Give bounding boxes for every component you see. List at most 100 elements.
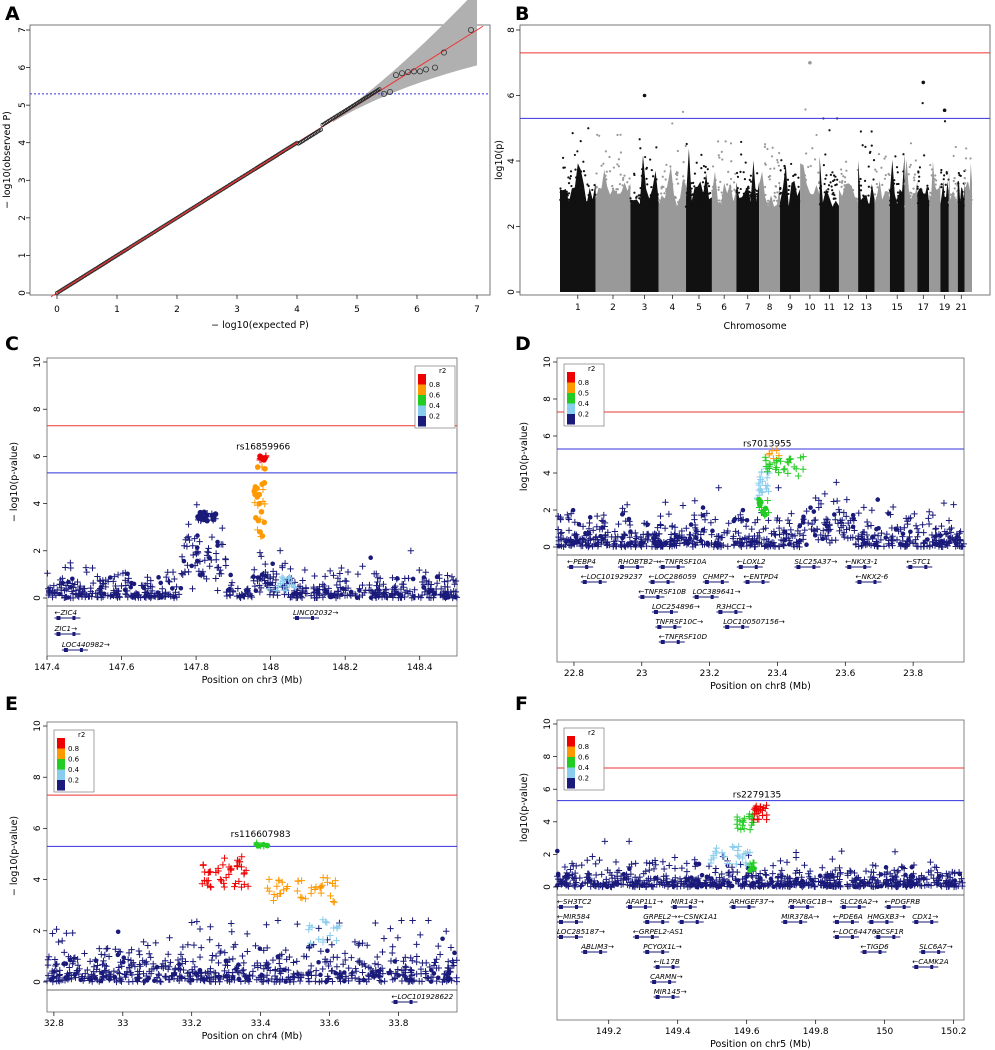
snp-point <box>327 958 334 965</box>
snp-point <box>893 179 896 182</box>
snp-point <box>859 529 867 536</box>
snp-point <box>571 883 579 891</box>
y-axis-label: log10(p) <box>494 140 505 180</box>
snp-point <box>649 158 652 161</box>
snp-point <box>855 199 858 202</box>
snp-point <box>375 968 381 974</box>
snp-point <box>649 538 656 545</box>
snp-point <box>658 878 665 886</box>
snp-point <box>711 185 715 188</box>
snp-point <box>625 838 633 845</box>
snp-point <box>739 821 747 829</box>
snp-point <box>264 944 271 952</box>
snp-point <box>743 877 750 885</box>
snp-point <box>740 818 747 826</box>
chromosome-label: 4 <box>670 303 676 313</box>
snp-point <box>843 188 846 191</box>
snp-point <box>557 530 564 537</box>
snp-point <box>737 191 741 194</box>
snp-point <box>665 163 668 166</box>
tail-point <box>431 64 438 71</box>
snp-point <box>859 177 862 181</box>
gene-exon <box>869 920 874 924</box>
gene-exon <box>311 616 314 620</box>
x-tick-label: 22.8 <box>564 669 584 679</box>
snp-point <box>877 152 881 156</box>
snp-point <box>742 523 750 530</box>
snp-point <box>731 541 738 548</box>
snp-point <box>291 974 298 981</box>
snp-point <box>402 954 409 961</box>
snp-point <box>650 168 653 172</box>
snp-point <box>756 540 763 548</box>
snp-point <box>201 868 209 876</box>
chromosome-label: 7 <box>745 303 751 313</box>
snp-point <box>801 861 808 869</box>
snp-point <box>252 942 259 949</box>
snp-point <box>765 487 772 495</box>
y-tick-label: 8 <box>543 396 553 402</box>
snp-point <box>573 201 576 204</box>
chromosome-label: 2 <box>610 303 616 313</box>
snp-point <box>44 956 52 963</box>
snp-point <box>881 871 888 878</box>
snp-point <box>774 185 778 188</box>
snp-point <box>131 581 137 587</box>
snp-point <box>160 964 167 972</box>
snp-point <box>564 198 567 202</box>
snp-point <box>709 852 717 860</box>
snp-point <box>779 169 782 172</box>
snp-point <box>593 184 596 187</box>
snp-point <box>942 877 950 884</box>
snp-point <box>407 954 414 962</box>
snp-point <box>589 527 597 534</box>
gene-exon <box>583 950 588 954</box>
snp-point <box>349 590 357 597</box>
hit-point <box>808 60 812 65</box>
snp-point <box>935 537 943 545</box>
snp-point <box>956 530 963 537</box>
snp-point <box>779 205 782 208</box>
snp-point <box>117 948 124 956</box>
snp-point <box>883 157 886 160</box>
snp-point <box>266 591 274 598</box>
snp-point <box>50 973 57 981</box>
snp-point <box>925 515 932 522</box>
snp-point <box>812 494 819 502</box>
gene-exon <box>783 920 788 924</box>
snp-point <box>968 204 971 207</box>
snp-point <box>893 536 901 544</box>
snp-point <box>852 195 855 199</box>
snp-point <box>615 880 622 887</box>
snp-point <box>697 193 700 196</box>
snp-point <box>676 201 680 204</box>
snp-point <box>755 481 763 489</box>
snp-point <box>254 526 261 534</box>
snp-point <box>311 572 318 580</box>
snp-point <box>691 516 698 523</box>
snp-point <box>786 520 793 527</box>
snp-point <box>355 941 362 949</box>
snp-point <box>843 513 850 520</box>
snp-point <box>700 205 703 208</box>
snp-point <box>565 527 573 534</box>
snp-point <box>894 868 901 876</box>
snp-point <box>834 184 837 187</box>
snp-point <box>825 174 828 177</box>
snp-point <box>194 545 200 550</box>
snp-point <box>943 174 946 177</box>
snp-point <box>843 176 847 179</box>
snp-point <box>792 465 800 473</box>
snp-point <box>360 976 367 983</box>
snp-point <box>686 204 689 207</box>
snp-point <box>712 190 716 193</box>
snp-point <box>878 872 884 877</box>
snp-point <box>916 202 919 205</box>
snp-point <box>954 198 957 202</box>
gene-exon <box>295 616 299 620</box>
snp-point <box>584 174 587 177</box>
snp-point <box>596 196 599 199</box>
snp-point <box>671 183 674 186</box>
snp-point <box>277 970 284 977</box>
x-tick-label: 149.2 <box>596 1027 622 1037</box>
